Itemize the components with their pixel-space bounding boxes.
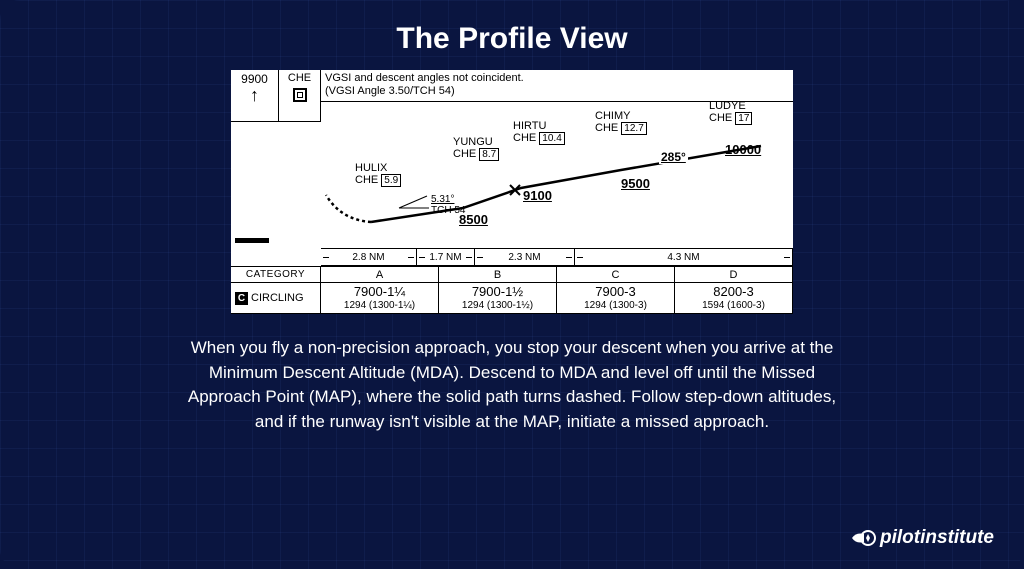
mins-cell-d: 8200-3 1594 (1600-3) [675, 283, 793, 314]
distance-row: 2.8 NM 1.7 NM 2.3 NM 4.3 NM [321, 248, 793, 266]
circling-badge-icon: C [235, 292, 248, 305]
circling-row-label: C CIRCLING [231, 283, 321, 314]
descent-angle-icon [399, 196, 429, 208]
waypoint-hirtu: HIRTU CHE 10.4 [513, 120, 565, 145]
category-col-c: C [557, 267, 675, 283]
category-col-b: B [439, 267, 557, 283]
distance-segment: 4.3 NM [575, 249, 793, 265]
category-col-d: D [675, 267, 793, 283]
category-label: CATEGORY [231, 267, 321, 283]
profile-chart: 9900 ↑ CHE VGSI and descent angles not c… [231, 70, 793, 314]
distance-segment: 2.3 NM [475, 249, 575, 265]
descent-path-solid [371, 146, 761, 222]
profile-svg [231, 70, 793, 248]
slide-container: The Profile View 9900 ↑ CHE VGSI and des… [0, 0, 1024, 569]
waypoint-ludye: LUDYE CHE 17 [709, 100, 752, 125]
explanatory-text: When you fly a non-precision approach, y… [172, 336, 852, 435]
altitude-9100: 9100 [523, 188, 552, 203]
wing-badge-icon [850, 528, 876, 548]
mins-cell-c: 7900-3 1294 (1300-3) [557, 283, 675, 314]
waypoint-chimy: CHIMY CHE 12.7 [595, 110, 647, 135]
missed-approach-dashed [326, 195, 371, 222]
runway-icon [235, 238, 269, 243]
course-label: 285° [659, 150, 688, 164]
waypoint-yungu: YUNGU CHE 8.7 [453, 136, 499, 161]
minimums-table: CATEGORY A B C D C CIRCLING 7900-1¼ 1294… [231, 266, 793, 314]
mins-cell-b: 7900-1½ 1294 (1300-1½) [439, 283, 557, 314]
slide-title: The Profile View [396, 22, 627, 56]
distance-segment: 2.8 NM [321, 249, 417, 265]
altitude-10000: 10000 [725, 142, 761, 157]
category-col-a: A [321, 267, 439, 283]
pilotinstitute-logo: pilotinstitute [850, 527, 994, 549]
mins-cell-a: 7900-1¼ 1294 (1300-1¼) [321, 283, 439, 314]
logo-text: pilotinstitute [880, 527, 994, 549]
altitude-8500: 8500 [459, 212, 488, 227]
distance-segment: 1.7 NM [417, 249, 475, 265]
waypoint-hulix: HULIX CHE 5.9 [355, 162, 401, 187]
altitude-9500: 9500 [621, 176, 650, 191]
